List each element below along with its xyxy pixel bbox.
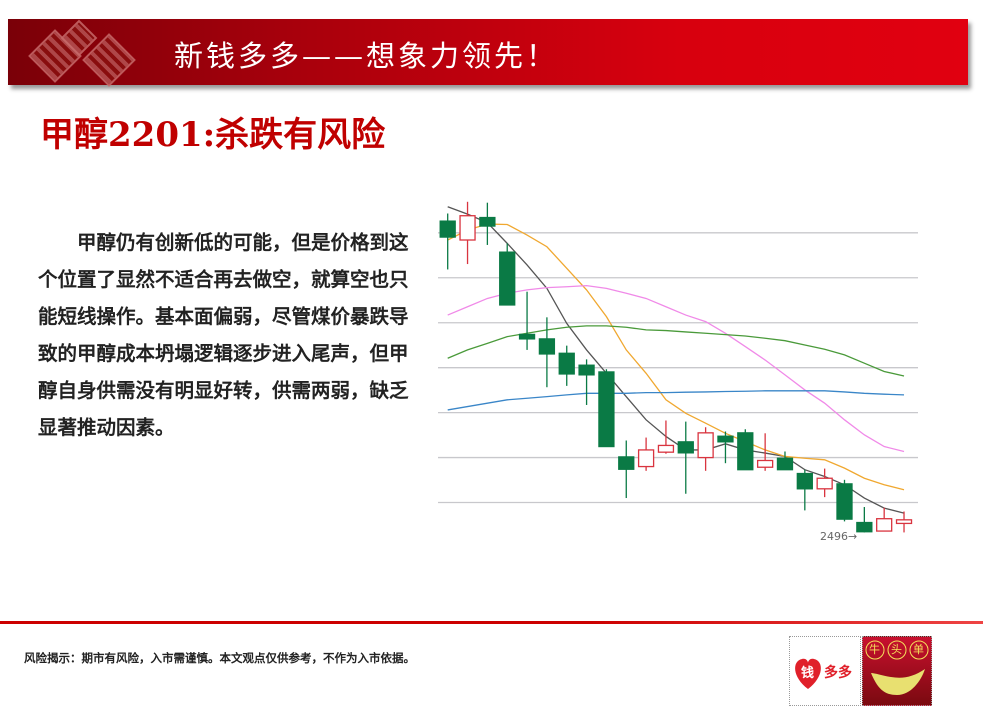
candle-body [895,519,913,525]
candle-body [856,521,873,533]
moving-average-line [447,206,905,514]
candle-body [756,459,774,468]
candle-body [439,220,456,238]
candle-body [499,251,516,306]
bull-logo-icon [865,640,929,695]
qianduoduo-logo: 钱 多多 [789,636,861,706]
headline: 甲醇2201:杀跌有风险 [40,115,386,155]
candle-body [479,216,496,227]
risk-disclaimer: 风险揭示：期市有风险，入市需谨慎。本文观点仅供参考，不作为入市依据。 [24,651,415,665]
moving-average-line [447,284,905,453]
candle-body [836,483,853,520]
moving-average-line [447,223,905,491]
candle-body [538,338,556,355]
body-paragraph: 甲醇仍有创新低的可能，但是价格到这个位置了显然不适合再去做空，就算空也只能短线操… [38,231,409,439]
candle-body [637,449,655,468]
candlestick-chart [438,201,918,533]
heart-logo-icon: 钱 多多 [795,658,852,689]
candle-body [598,371,615,448]
candle-body [677,441,694,454]
candle-body [737,432,754,471]
candle-body [876,518,893,532]
candle-body [618,456,635,470]
candle-body [657,444,675,453]
footer-divider [0,621,983,624]
candle-body [518,333,536,340]
candle-body [776,457,794,471]
candle-body [717,435,734,443]
candle-body [578,364,595,376]
niutoudan-logo: 牛头单 [862,636,932,706]
candle-body [558,352,575,375]
candle-body [697,432,714,459]
niutoudan-logo-text: 牛头单 [869,643,935,656]
candle-body [816,477,833,490]
low-price-annotation: 2496→ [820,530,858,543]
banner-title: 新钱多多——想象力领先！ [174,39,559,73]
svg-text:多多: 多多 [824,664,852,681]
moving-average-line [447,325,905,377]
header-banner: 新钱多多——想象力领先！ [8,19,968,87]
svg-text:钱: 钱 [801,665,814,681]
moving-average-line [447,390,905,411]
candle-body [796,472,813,490]
candle-body [459,215,476,241]
